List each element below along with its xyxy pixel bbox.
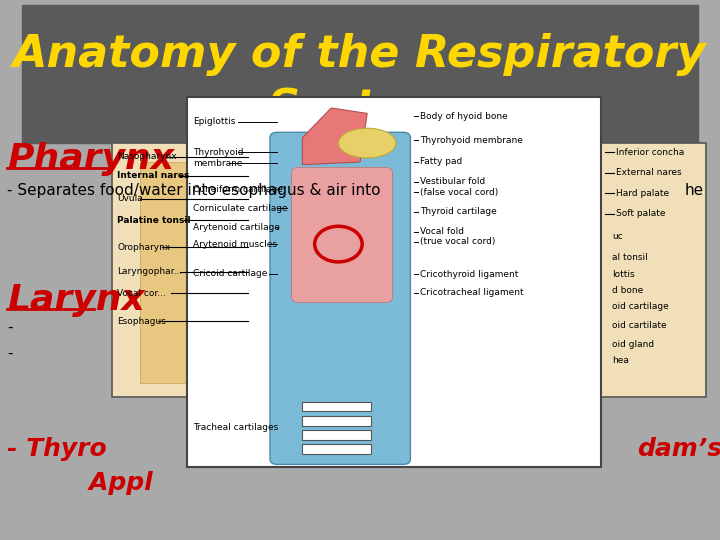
Text: oid cartilate: oid cartilate	[612, 321, 667, 330]
Text: External nares: External nares	[616, 168, 681, 177]
Text: Larynx: Larynx	[7, 283, 145, 316]
Text: -: -	[7, 320, 13, 335]
Text: Corniculate cartilage: Corniculate cartilage	[193, 204, 288, 213]
FancyBboxPatch shape	[22, 5, 698, 143]
Bar	[302, 430, 371, 440]
Text: Fatty pad: Fatty pad	[420, 158, 462, 166]
Ellipse shape	[320, 162, 450, 227]
Ellipse shape	[191, 119, 580, 356]
Text: he: he	[685, 183, 704, 198]
Text: al tonsil: al tonsil	[612, 253, 648, 262]
Text: Body of hyoid bone: Body of hyoid bone	[420, 112, 508, 120]
Text: Cricothyroid ligament: Cricothyroid ligament	[420, 270, 518, 279]
Text: lottis: lottis	[612, 270, 634, 279]
Bar	[328, 176, 374, 392]
FancyBboxPatch shape	[270, 132, 410, 464]
Bar	[302, 444, 371, 454]
Text: - Separates food/water into esophagus & air into: - Separates food/water into esophagus & …	[7, 183, 381, 198]
Text: Esophagus: Esophagus	[117, 317, 166, 326]
Text: Internal nares: Internal nares	[117, 171, 190, 180]
Text: Cuneiform cartilage: Cuneiform cartilage	[193, 185, 283, 193]
Text: Thyrohyoid: Thyrohyoid	[193, 148, 243, 157]
Text: Epiglottis: Epiglottis	[193, 117, 235, 126]
Text: - Thyro: - Thyro	[7, 437, 107, 461]
Bar	[302, 402, 371, 411]
Text: Pharynx: Pharynx	[7, 143, 174, 176]
Text: Uvula: Uvula	[117, 194, 143, 203]
Ellipse shape	[320, 140, 508, 302]
Text: (false vocal cord): (false vocal cord)	[420, 188, 498, 197]
FancyBboxPatch shape	[292, 167, 392, 302]
Text: Thyroid cartilage: Thyroid cartilage	[420, 207, 497, 216]
Text: d bone: d bone	[612, 286, 643, 295]
Text: Arytenoid muscles: Arytenoid muscles	[193, 240, 277, 248]
Text: Arytenoid cartilage: Arytenoid cartilage	[193, 224, 280, 232]
Text: hea: hea	[612, 356, 629, 365]
Text: Palatine tonsil: Palatine tonsil	[117, 216, 191, 225]
FancyBboxPatch shape	[112, 143, 706, 397]
Text: Cricoid cartilage: Cricoid cartilage	[193, 269, 267, 278]
Text: Inferior concha: Inferior concha	[616, 148, 684, 157]
Text: Thyrohyoid membrane: Thyrohyoid membrane	[420, 136, 523, 145]
Text: oid gland: oid gland	[612, 340, 654, 349]
Text: Tracheal cartilages: Tracheal cartilages	[193, 423, 278, 432]
Text: Nasopharynx: Nasopharynx	[117, 152, 177, 161]
Bar	[140, 162, 223, 383]
Text: Hard palate: Hard palate	[616, 189, 669, 198]
Text: uc: uc	[612, 232, 623, 241]
Text: membrane: membrane	[193, 159, 243, 167]
Text: Laryngophar...: Laryngophar...	[117, 267, 182, 276]
Bar	[302, 416, 371, 426]
Text: Appl: Appl	[54, 471, 153, 495]
Text: Cricotracheal ligament: Cricotracheal ligament	[420, 288, 523, 297]
Text: Oropharynx: Oropharynx	[117, 243, 171, 252]
Ellipse shape	[338, 128, 396, 158]
Text: Soft palate: Soft palate	[616, 210, 665, 218]
Polygon shape	[302, 108, 367, 165]
FancyBboxPatch shape	[187, 97, 601, 467]
Text: (true vocal cord): (true vocal cord)	[420, 238, 495, 246]
Text: Vocal fold: Vocal fold	[420, 227, 464, 236]
Text: Vestibular fold: Vestibular fold	[420, 178, 485, 186]
Text: oid cartilage: oid cartilage	[612, 302, 669, 311]
Text: -: -	[7, 346, 13, 361]
Text: Vocal cor...: Vocal cor...	[117, 289, 166, 298]
Text: dam’s: dam’s	[637, 437, 720, 461]
Text: System: System	[267, 86, 453, 130]
Text: Anatomy of the Respiratory: Anatomy of the Respiratory	[13, 32, 707, 76]
